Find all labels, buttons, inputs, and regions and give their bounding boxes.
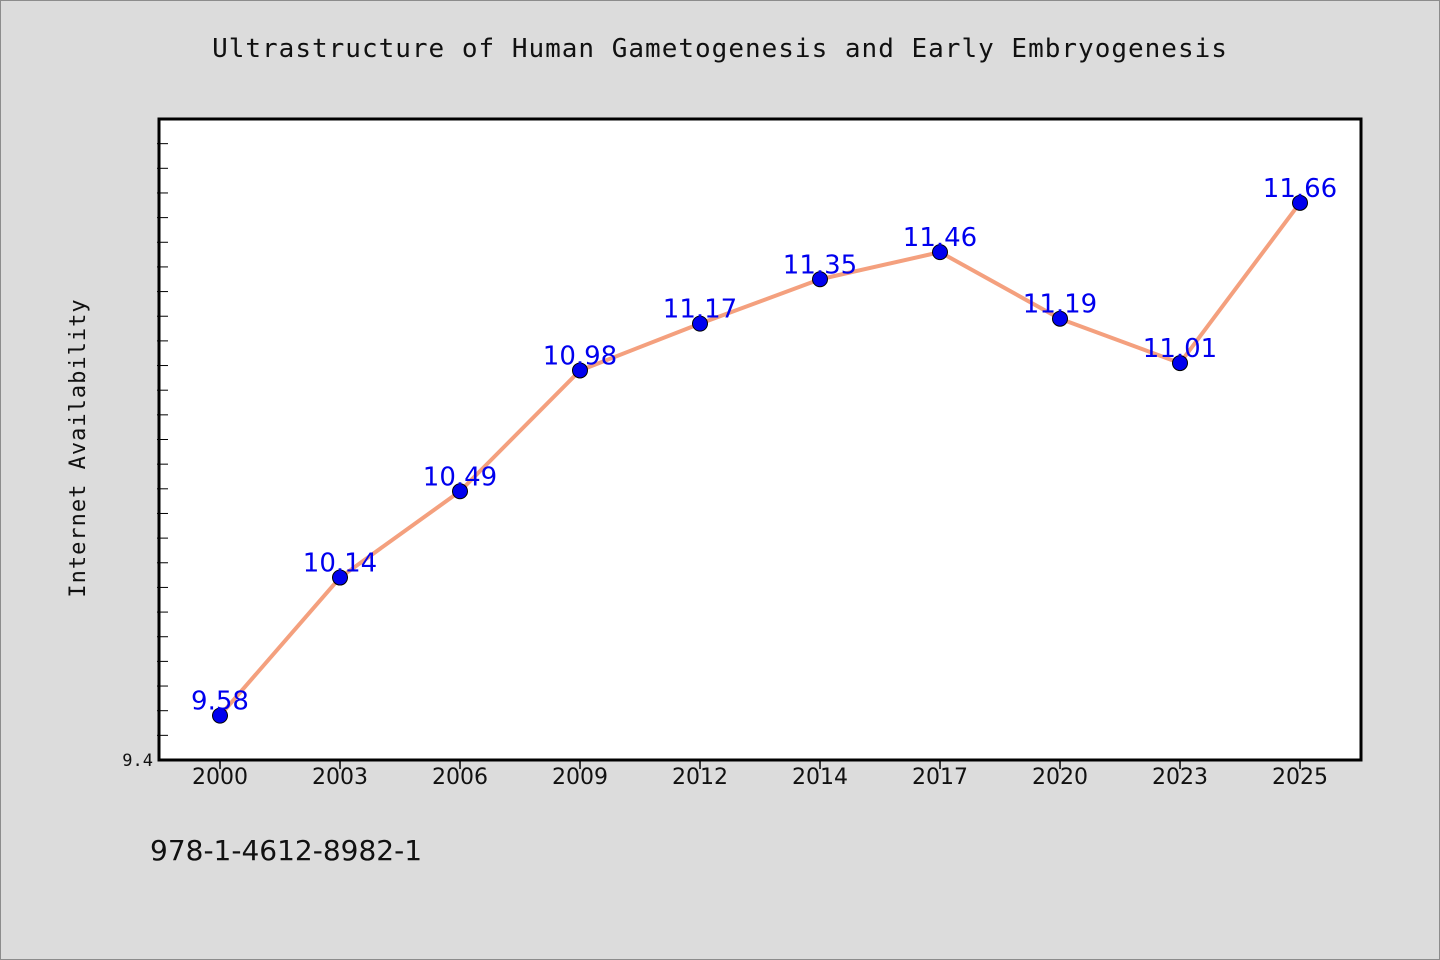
x-tick-label: 2003: [312, 765, 368, 790]
x-tick-label: 2014: [792, 765, 848, 790]
data-point: [932, 244, 948, 261]
data-label: 10.49: [423, 462, 497, 492]
y-tick-label: 9.4: [122, 751, 153, 771]
data-labels: 9.58 10.14 10.49 10.98 11.17 11.35 11.46 11.19 1…: [191, 174, 1337, 717]
data-point: [1052, 310, 1068, 327]
data-label: 11.66: [1263, 174, 1337, 204]
series-line: [218, 201, 1302, 717]
x-tick-label: 2000: [192, 765, 248, 790]
data-point: [572, 362, 588, 379]
x-axis-ticks: 2000 2003 2006 2009 2012 2014 2017 2020 2023 2025: [192, 759, 1328, 790]
data-label: 11.46: [903, 223, 977, 253]
x-tick-label: 2006: [432, 765, 488, 790]
footer-isbn: 978-1-4612-8982-1: [150, 834, 423, 867]
plot-area: [157, 117, 1363, 762]
data-point: [692, 315, 708, 332]
data-point: [332, 569, 348, 586]
data-label: 9.58: [191, 687, 249, 717]
x-tick-label: 2017: [912, 765, 968, 790]
data-label: 11.35: [783, 250, 857, 280]
x-tick-label: 2023: [1152, 765, 1208, 790]
data-markers: [212, 194, 1308, 724]
x-tick-label: 2020: [1032, 765, 1088, 790]
x-tick-label: 2009: [552, 765, 608, 790]
y-axis-ticks: 9.4: [122, 143, 168, 771]
x-tick-label: 2012: [672, 765, 728, 790]
series-lines: [218, 201, 1302, 717]
data-point: [212, 707, 228, 724]
chart-title: Ultrastructure of Human Gametogenesis an…: [212, 34, 1228, 64]
data-point: [452, 483, 468, 500]
y-axis-label: Internet Availability: [66, 298, 91, 597]
data-point: [1292, 194, 1308, 211]
data-point: [812, 271, 828, 288]
data-point: [1172, 355, 1188, 372]
data-label: 11.01: [1143, 334, 1217, 364]
x-tick-label: 2025: [1272, 765, 1328, 790]
data-label: 10.14: [303, 549, 377, 579]
data-label: 11.17: [663, 295, 737, 325]
data-label: 10.98: [543, 341, 617, 371]
data-label: 11.19: [1023, 290, 1097, 320]
